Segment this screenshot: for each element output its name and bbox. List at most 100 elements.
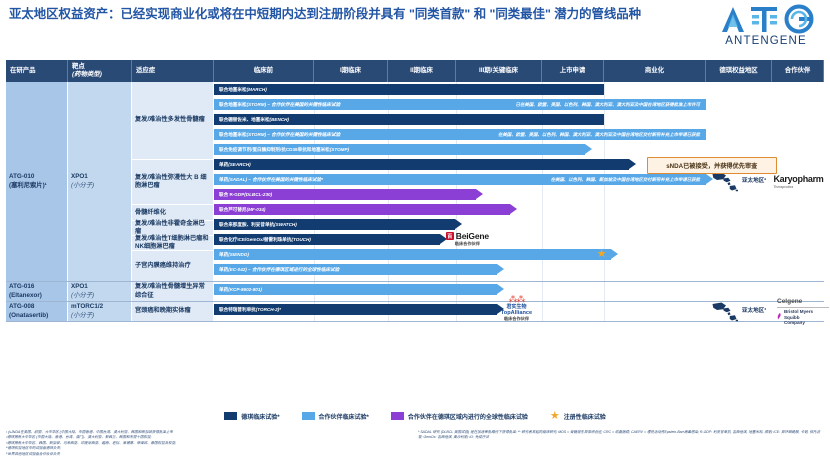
beigene-name: BeiGene bbox=[455, 231, 489, 241]
trial-bar-note: 在美国、欧盟、英国、以色列、韩国、澳大利亚、澳大利亚及中国台湾地区交付新符补充上… bbox=[498, 131, 700, 137]
indication-label: 子宫内膜癌维持治疗 bbox=[132, 250, 213, 281]
lane-gridline bbox=[604, 282, 605, 301]
row-separator bbox=[6, 281, 824, 282]
trial-bar-label: 单药 bbox=[219, 176, 229, 182]
bar-arrow-head bbox=[439, 234, 447, 244]
region-label: 亚太地区² bbox=[741, 177, 767, 184]
trial-bar[interactable]: 联合芦可替尼 (MF-034) bbox=[214, 204, 518, 215]
trial-code: (MF-034) bbox=[246, 207, 266, 212]
karyopharm-name: Karyopharm bbox=[773, 173, 824, 184]
celgene-bms-logo: Celgene Bristol Myers Squibb Company bbox=[773, 298, 829, 325]
status-callout: sNDA已被接受，并获得优先审查 bbox=[646, 157, 777, 174]
trial-bar[interactable]: 联合免疫调节剂/蛋白酶抑制剂/抗CD38单抗和地塞米松 (STOMP) bbox=[214, 144, 592, 155]
column-header-label: II期临床 bbox=[410, 67, 433, 74]
trial-bar-label: 联合地塞米松 bbox=[219, 86, 247, 92]
region-label: 亚太地区³ bbox=[741, 307, 767, 314]
timeline-lane: 联合特瑞普利单抗 (TORCH-2)* ⁂⁂ 君实生物 TopAlliance 临床合作… bbox=[214, 295, 706, 321]
trial-code: (KCP-8602-801) bbox=[228, 287, 262, 292]
column-header-2: 适应症 bbox=[132, 60, 214, 82]
trial-bar[interactable]: 联合硼替佐米、地塞米松 (BENCH) bbox=[214, 114, 604, 125]
antengene-logo-icon bbox=[722, 4, 814, 34]
bar-arrow-head bbox=[706, 174, 713, 184]
trial-bar[interactable]: 单药 (SIENDO) bbox=[214, 249, 618, 260]
lane-gridline bbox=[604, 302, 605, 321]
topalliance-name-cn: 君实生物 bbox=[506, 304, 527, 310]
legend-swatch bbox=[224, 412, 238, 420]
karyopharm-subtitle: Therapeutics bbox=[773, 185, 794, 190]
column-header-label: 德琪权益地区 bbox=[719, 67, 758, 74]
legend-item-2: 合作伙伴在德琪区域内进行的全球性临床试验 bbox=[390, 412, 528, 421]
trial-bar-note: 在美国、以色列、韩国、新加坡及中国台湾地区交付新符补充上市申请已获批 bbox=[550, 176, 700, 182]
pipeline-table: 在研产品 靶点 (药物类型) 适应症 临床前 I期临床 II期临床 III期/关键临床 上市申请… bbox=[6, 60, 829, 325]
footnote-left-0: ¹ (sJNDA在美国、欧盟、大中华区 (中国大陆、中国香港、中国台湾、澳大利亚… bbox=[6, 430, 173, 434]
legend-swatch bbox=[390, 412, 404, 420]
legend-label: 合作伙伴临床试验* bbox=[318, 414, 369, 421]
trial-bar[interactable]: 单药 (KCP-8602-801) bbox=[214, 284, 504, 295]
trial-bar-label: 联合芦可替尼 bbox=[219, 206, 247, 212]
trial-code: (TOUCH) bbox=[291, 237, 311, 242]
product-name-cell: ATG-016 (Eltanexor) bbox=[6, 282, 68, 301]
trial-bar[interactable]: 联合地塞米松 (STORM) – 合作伙伴在美国的关键性临床试验 已在美国、欧盟、… bbox=[214, 99, 706, 110]
trial-bar[interactable]: 单药 (SADAL) – 合作伙伴在美国的关键性临床试验* 在美国、以色列、韩国、… bbox=[214, 174, 713, 185]
legend-item-0: 德琪临床试验* bbox=[224, 412, 280, 421]
column-header-6: III期/关键临床 bbox=[456, 60, 542, 82]
trial-code: (EC-042) – 合作伙伴在德琪区域进行的全球性临床试验 bbox=[228, 266, 340, 272]
trial-bar-label: 单药 bbox=[219, 286, 229, 292]
beigene-mark-icon: 百 bbox=[445, 232, 454, 240]
column-header-label: 商业化 bbox=[644, 67, 665, 74]
drug-type-label: (小分子) bbox=[71, 181, 95, 189]
beigene-partner-logo: 百 BeiGene 临床合作伙伴 bbox=[445, 231, 489, 247]
brand-name: ANTENGENE bbox=[725, 35, 807, 47]
indication-label: 宫颈癌和晚期实体瘤 bbox=[135, 307, 191, 315]
timeline-lane: 联合地塞米松 (MARCH) 联合地塞米松 (STORM) – 合作伙伴在美国的关… bbox=[214, 82, 777, 281]
column-header-sub: (药物类型) bbox=[72, 71, 102, 78]
trial-bar[interactable]: 联合 R-GDP (DLBCL-230) bbox=[214, 189, 484, 200]
trial-code: (STORM) – 合作伙伴在美国的关键性临床试验 bbox=[246, 101, 341, 107]
trial-code: (MARCH) bbox=[246, 87, 267, 92]
column-header-0: 在研产品 bbox=[6, 60, 68, 82]
column-header-label: I期临床 bbox=[340, 67, 361, 74]
trial-code: (SIENDO) bbox=[228, 252, 249, 257]
lane-gridline bbox=[542, 302, 543, 321]
column-header-4: I期临床 bbox=[314, 60, 388, 82]
trial-bar[interactable]: 联合来那度胺、利妥昔单抗 (SWATCH) bbox=[214, 219, 462, 230]
karyopharm-logo: Karyopharm Therapeutics bbox=[773, 173, 824, 190]
column-header-label: 上市申请 bbox=[559, 67, 586, 74]
footnote-left-1: ²德琪拥有大中华区 (中国大陆、香港、台湾、澳门)、澳大利亚、新西兰、韩国和东盟… bbox=[6, 435, 152, 440]
target-label: XPO1 bbox=[71, 283, 88, 291]
topalliance-partner-logo: ⁂⁂ 君实生物 TopAlliance 临床合作伙伴 bbox=[501, 295, 532, 322]
footnote-left-2: ³德琪拥有大中华区、韩国、新加坡、马来西亚、印度尼西亚、越南、老挝、柬埔寨、菲律… bbox=[6, 440, 177, 445]
legend-star-icon: ★ bbox=[549, 409, 560, 422]
indication-label: 复发/难治性T细胞淋巴瘤和NK细胞淋巴瘤 bbox=[132, 235, 213, 250]
partner-cell: Celgene Bristol Myers Squibb Company bbox=[772, 298, 829, 325]
product-generic-name: (Eltanexor) bbox=[9, 291, 42, 299]
lane-gridline bbox=[542, 282, 543, 301]
column-header-10: 合作伙伴 bbox=[772, 60, 824, 82]
footnotes-left: ¹ (sJNDA在美国、欧盟、大中华区 (中国大陆、中国香港、中国台湾、澳大利亚… bbox=[6, 430, 406, 457]
topalliance-mark-icon: ⁂⁂ bbox=[508, 294, 525, 304]
trial-bar[interactable]: 单药 (EC-042) – 合作伙伴在德琪区域进行的全球性临床试验 bbox=[214, 264, 504, 275]
column-header-9: 德琪权益地区 bbox=[706, 60, 772, 82]
trial-bar[interactable]: 联合特瑞普利单抗 (TORCH-2)* bbox=[214, 304, 504, 315]
trial-bar[interactable]: 联合地塞米松 (MARCH) bbox=[214, 84, 604, 95]
region-cell: 亚太地区² bbox=[706, 82, 772, 281]
table-header-row: 在研产品 靶点 (药物类型) 适应症 临床前 I期临床 II期临床 III期/关键临床 上市申请… bbox=[6, 60, 824, 82]
trial-bar[interactable]: 单药 (SEARCH) bbox=[214, 159, 636, 170]
bar-arrow-head bbox=[496, 264, 504, 274]
trial-bar-label: 联合硼替佐米、地塞米松 bbox=[219, 116, 270, 122]
trial-bar[interactable]: 联合地塞米松 (STORM) – 合作伙伴在美国的关键性临床试验 在美国、欧盟、英… bbox=[214, 129, 706, 140]
bar-arrow-head bbox=[496, 304, 504, 314]
trial-code: (DLBCL-230) bbox=[244, 192, 273, 197]
partner-cell: Karyopharm Therapeutics bbox=[772, 82, 824, 281]
table-body: ATG-010 (塞利尼索片)¹ XPO1 (小分子) 复发/难治性多发性骨髓瘤 复发/难… bbox=[6, 82, 829, 325]
trial-bar[interactable]: 联合化疗ICE/GemOx/替雷利珠单抗 (TOUCH) bbox=[214, 234, 447, 245]
product-row: ATG-010 (塞利尼索片)¹ XPO1 (小分子) 复发/难治性多发性骨髓瘤 复发/难… bbox=[6, 82, 824, 281]
target-cell: XPO1 (小分子) bbox=[68, 82, 132, 281]
product-generic-name: (塞利尼索片)¹ bbox=[9, 181, 47, 189]
registrational-star-icon: ★ bbox=[596, 248, 607, 260]
indication-cell: 宫颈癌和晚期实体瘤 bbox=[132, 302, 214, 321]
trial-bar-label: 联合来那度胺、利妥昔单抗 bbox=[219, 221, 275, 227]
trial-bar-label: 单药 bbox=[219, 161, 229, 167]
trial-bar-label: 联合地塞米松 bbox=[219, 131, 247, 137]
drug-type-label: (小分子) bbox=[71, 291, 95, 299]
